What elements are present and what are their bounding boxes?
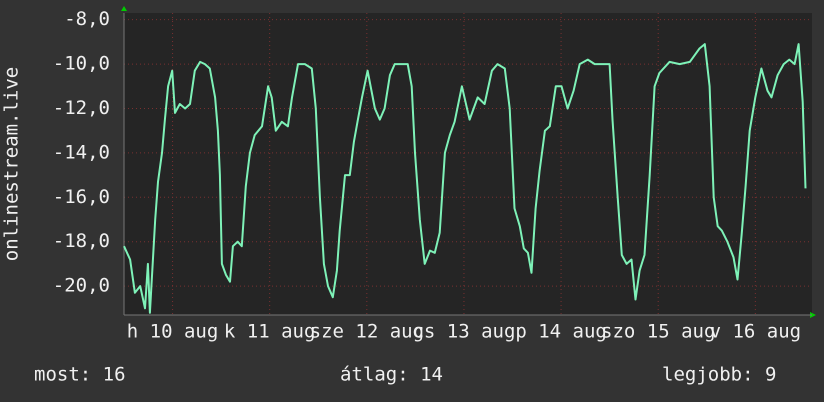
x-tick-label: k 11 aug — [224, 321, 316, 343]
x-tick-label: sze 12 aug — [310, 321, 424, 343]
y-tick-label: -10,0 — [53, 53, 110, 75]
data-line — [123, 43, 807, 314]
y-tick-label: -18,0 — [53, 230, 110, 252]
y-axis-title: onlinestream.live — [1, 67, 23, 261]
y-tick-label: -14,0 — [53, 141, 110, 163]
y-tick-label: -12,0 — [53, 97, 110, 119]
plot-area — [124, 13, 812, 315]
y-tick-label: -8,0 — [64, 8, 110, 30]
stat-best: legjobb: 9 — [662, 364, 776, 386]
x-tick-label: szo 15 aug — [601, 321, 715, 343]
y-tick-label: -20,0 — [53, 275, 110, 297]
stat-current: most: 16 — [34, 364, 126, 386]
y-tick-label: -16,0 — [53, 186, 110, 208]
y-axis-arrow — [121, 6, 127, 11]
x-tick-label: h 10 aug — [127, 321, 219, 343]
x-tick-label: cs 13 aug — [412, 321, 515, 343]
x-axis-arrow — [810, 312, 816, 318]
stat-average: átlag: 14 — [340, 364, 443, 386]
x-tick-label: v 16 aug — [710, 321, 802, 343]
x-tick-label: p 14 aug — [515, 321, 607, 343]
